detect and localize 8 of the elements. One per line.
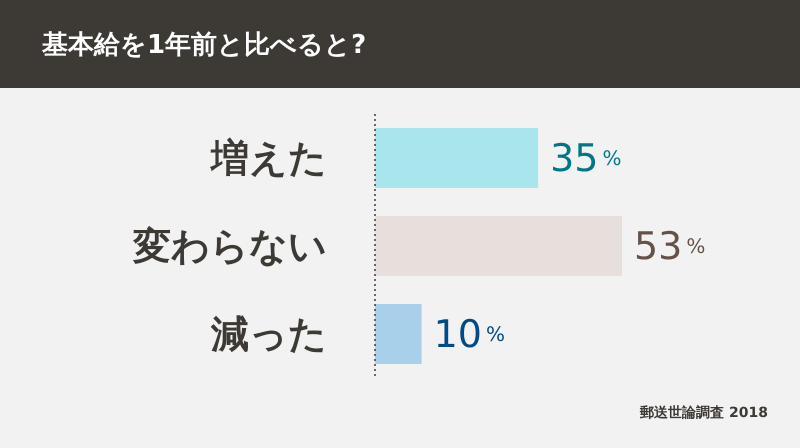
y-tick-label: 変わらない (132, 224, 327, 268)
y-tick-label: 減った (210, 312, 327, 356)
chart-title: 基本給を1年前と比べると? (0, 0, 800, 88)
data-label: 35% (550, 136, 622, 180)
data-label: 10% (434, 312, 505, 356)
text: 郵送世論調査 2018 (640, 404, 768, 422)
data-label: 53% (634, 224, 706, 268)
y-tick-label: 増えた (209, 136, 327, 180)
